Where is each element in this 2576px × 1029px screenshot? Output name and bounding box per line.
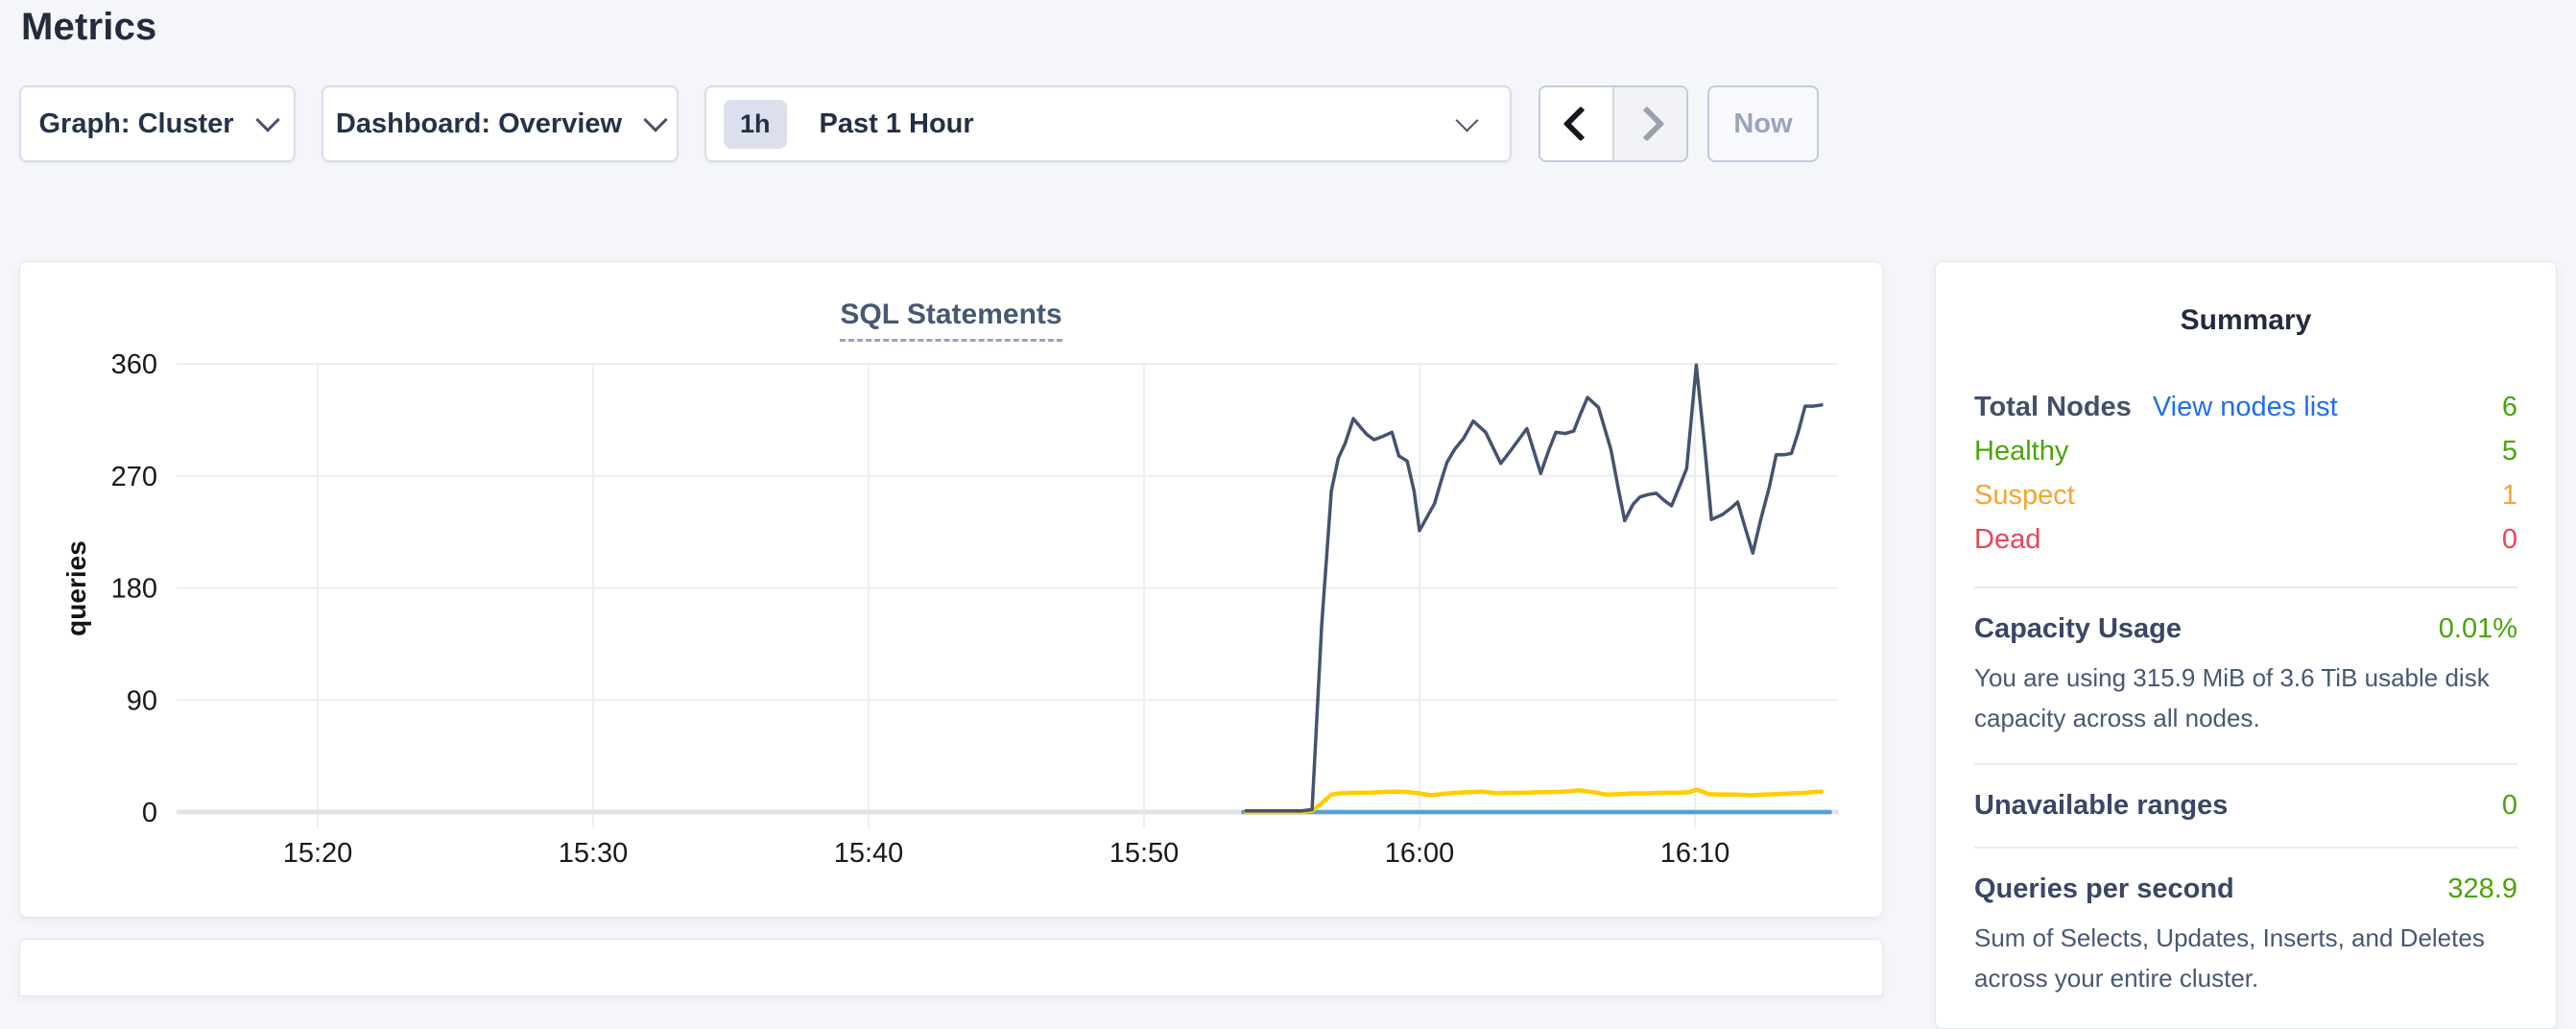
capacity-usage-label: Capacity Usage (1974, 613, 2182, 644)
chevron-down-icon (254, 108, 280, 132)
next-time-button[interactable] (1612, 87, 1686, 160)
capacity-usage-section: Capacity Usage 0.01% You are using 315.9… (1974, 613, 2517, 738)
capacity-usage-value: 0.01% (2438, 613, 2517, 644)
chart-title-wrap: SQL Statements (20, 299, 1882, 342)
svg-text:queries: queries (61, 540, 91, 636)
graph-dropdown[interactable]: Graph: Cluster (19, 85, 296, 162)
chevron-right-icon (1629, 106, 1664, 142)
toolbar: Graph: Cluster Dashboard: Overview 1h Pa… (19, 85, 1819, 162)
sql-statements-chart[interactable]: 0 90 180 270 360 15:20 15:30 15:40 15:50 16:00 16:… (20, 262, 1882, 917)
unavailable-ranges-section: Unavailable ranges 0 (1974, 790, 2517, 822)
next-chart-card-partial (19, 939, 1883, 996)
capacity-usage-description: You are using 315.9 MiB of 3.6 TiB usabl… (1974, 663, 2490, 732)
time-window-badge: 1h (724, 99, 787, 149)
svg-text:16:00: 16:00 (1385, 838, 1455, 869)
svg-text:270: 270 (111, 462, 157, 492)
chevron-down-icon (643, 108, 668, 132)
total-nodes-label: Total Nodes (1974, 391, 2132, 422)
queries-per-second-value: 328.9 (2447, 873, 2517, 905)
now-button[interactable]: Now (1707, 85, 1819, 162)
svg-text:180: 180 (111, 574, 157, 605)
dead-nodes-row: Dead 0 (1974, 517, 2517, 562)
suspect-label: Suspect (1974, 479, 2075, 511)
suspect-value: 1 (2501, 479, 2517, 511)
summary-title: Summary (2180, 304, 2312, 336)
divider (1974, 586, 2517, 588)
svg-text:0: 0 (142, 798, 157, 828)
chart-title[interactable]: SQL Statements (840, 299, 1062, 342)
svg-text:15:50: 15:50 (1109, 838, 1180, 869)
healthy-value: 5 (2501, 435, 2517, 467)
time-window-selector[interactable]: 1h Past 1 Hour (704, 85, 1512, 162)
chevron-down-icon (1455, 108, 1479, 132)
unavailable-ranges-value: 0 (2501, 790, 2517, 822)
dashboard-dropdown[interactable]: Dashboard: Overview (322, 85, 679, 162)
summary-panel: Summary Total Nodes View nodes list 6 He… (1935, 261, 2557, 1029)
unavailable-ranges-label: Unavailable ranges (1974, 790, 2229, 822)
divider (1974, 847, 2517, 850)
healthy-label: Healthy (1974, 435, 2069, 467)
dead-value: 0 (2501, 523, 2517, 555)
svg-text:360: 360 (111, 349, 157, 380)
node-status-rows: Total Nodes View nodes list 6 Healthy 5 … (1974, 385, 2517, 562)
sql-statements-card: SQL Statements 0 90 180 270 360 15:20 15:30 15:… (19, 261, 1883, 918)
dashboard-dropdown-label: Dashboard: Overview (335, 108, 623, 139)
divider (1974, 763, 2517, 766)
total-nodes-row: Total Nodes View nodes list 6 (1974, 385, 2517, 429)
page-title: Metrics (21, 6, 157, 48)
svg-text:15:30: 15:30 (559, 838, 629, 869)
time-nav-group (1538, 85, 1688, 162)
svg-text:90: 90 (127, 685, 157, 716)
dead-label: Dead (1974, 523, 2041, 555)
queries-per-second-section: Queries per second 328.9 Sum of Selects,… (1974, 873, 2517, 998)
suspect-nodes-row: Suspect 1 (1974, 473, 2517, 517)
prev-time-button[interactable] (1540, 87, 1612, 160)
queries-per-second-description: Sum of Selects, Updates, Inserts, and De… (1974, 923, 2485, 993)
view-nodes-list-link[interactable]: View nodes list (2152, 391, 2338, 422)
queries-per-second-label: Queries per second (1974, 873, 2234, 905)
svg-text:15:40: 15:40 (834, 838, 904, 869)
total-nodes-value: 6 (2501, 391, 2517, 422)
healthy-nodes-row: Healthy 5 (1974, 429, 2517, 473)
svg-text:16:10: 16:10 (1660, 838, 1730, 869)
time-window-label: Past 1 Hour (819, 108, 974, 139)
chevron-left-icon (1562, 106, 1598, 142)
graph-dropdown-label: Graph: Cluster (38, 108, 234, 139)
svg-text:15:20: 15:20 (283, 838, 353, 869)
